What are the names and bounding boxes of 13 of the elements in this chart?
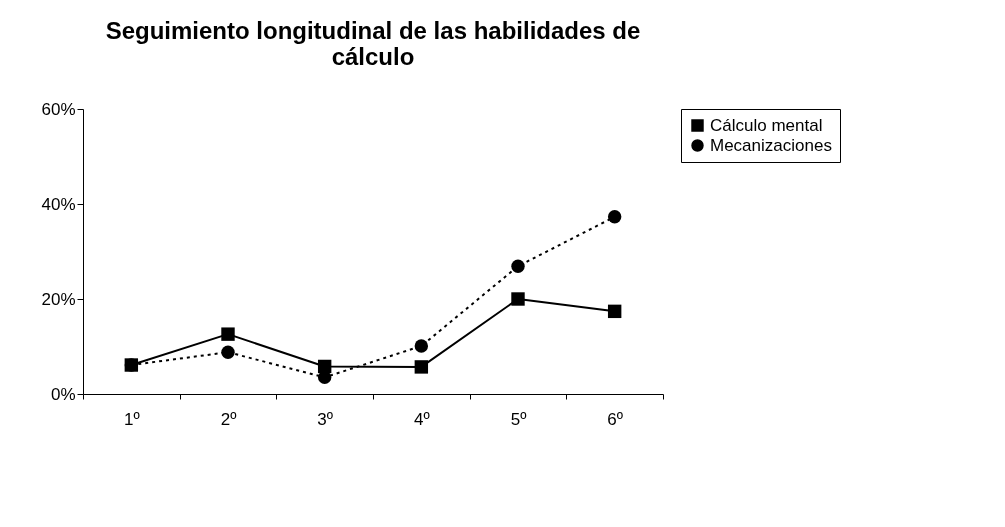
- x-tick-label: 3º: [317, 409, 333, 429]
- x-tick-label: 5º: [510, 409, 527, 429]
- x-tick-label: 4º: [414, 409, 430, 429]
- x-tick-label: 1º: [124, 409, 140, 429]
- x-tick-label: 2º: [220, 409, 237, 429]
- y-tick-label: 40%: [41, 194, 76, 214]
- legend-label: Mecanizaciones: [710, 135, 832, 155]
- y-tick-label: 0%: [50, 384, 76, 404]
- y-tick-label: 60%: [41, 99, 76, 119]
- legend-label: Cálculo mental: [710, 115, 823, 135]
- y-tick-label: 20%: [41, 289, 76, 309]
- chart-title: Seguimiento longitudinal de las habilidades de cálculo: [105, 17, 641, 70]
- x-tick-label: 6º: [607, 409, 623, 429]
